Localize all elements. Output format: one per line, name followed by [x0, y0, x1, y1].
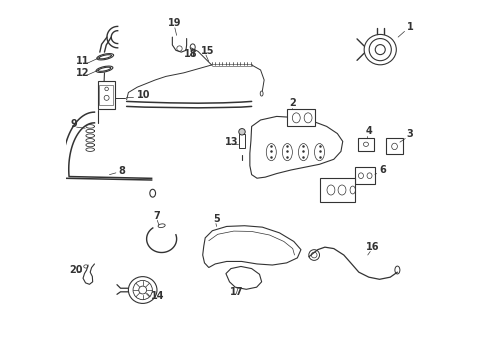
Text: 18: 18 — [183, 49, 197, 59]
Text: 6: 6 — [379, 165, 386, 175]
Text: 4: 4 — [365, 126, 372, 136]
Bar — [98, 81, 115, 109]
Text: 8: 8 — [119, 166, 125, 176]
Text: 12: 12 — [76, 68, 89, 78]
Text: 10: 10 — [136, 90, 150, 100]
Polygon shape — [203, 226, 300, 267]
Text: 14: 14 — [151, 291, 164, 301]
Text: 11: 11 — [76, 56, 89, 66]
Text: 9: 9 — [70, 119, 77, 129]
Text: 19: 19 — [168, 18, 181, 28]
Text: 20: 20 — [69, 265, 83, 275]
Bar — [286, 109, 315, 126]
Bar — [354, 167, 374, 184]
Text: 5: 5 — [213, 214, 220, 224]
Bar — [357, 138, 373, 151]
Text: 15: 15 — [201, 46, 214, 56]
Bar — [238, 134, 244, 148]
Bar — [99, 85, 113, 105]
Bar — [319, 178, 354, 202]
Text: 7: 7 — [153, 211, 160, 221]
Text: 17: 17 — [230, 287, 243, 297]
Polygon shape — [249, 116, 342, 178]
Ellipse shape — [238, 129, 244, 135]
Bar — [385, 138, 402, 154]
Text: 1: 1 — [406, 22, 413, 32]
Text: 13: 13 — [224, 138, 238, 147]
Text: 3: 3 — [405, 129, 412, 139]
Text: 16: 16 — [365, 242, 379, 252]
Polygon shape — [225, 266, 261, 289]
Text: 2: 2 — [289, 98, 296, 108]
